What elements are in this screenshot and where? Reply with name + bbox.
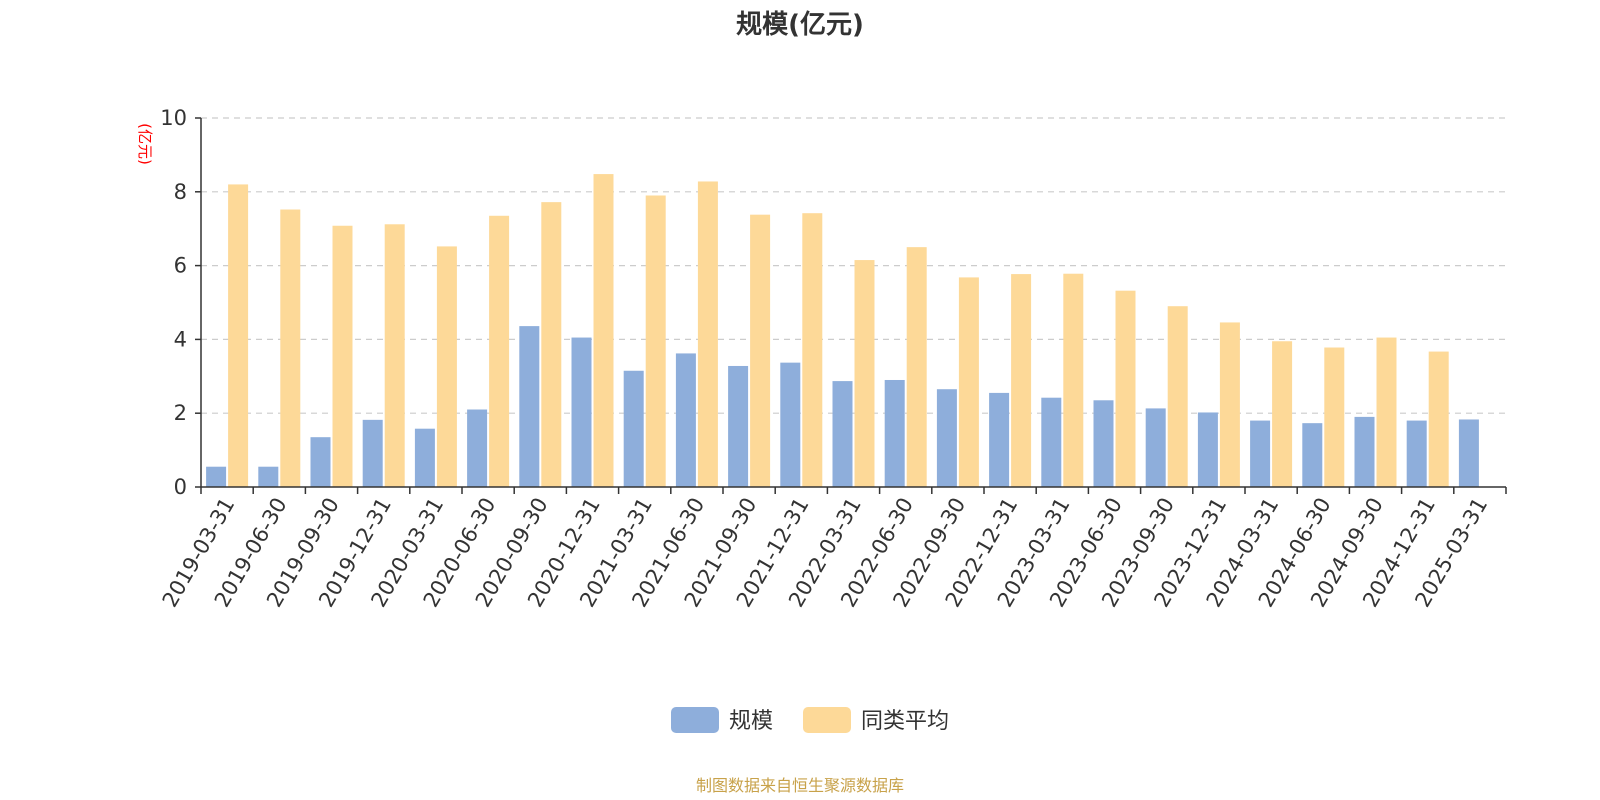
bar-peer-average-2019-06-30 bbox=[280, 209, 301, 487]
bar-scale-2023-12-31 bbox=[1197, 412, 1218, 487]
bar-peer-average-2024-03-31 bbox=[1272, 341, 1293, 487]
y-tick-label: 8 bbox=[174, 180, 187, 204]
bar-peer-average-2020-09-30 bbox=[541, 202, 562, 487]
y-tick-label: 2 bbox=[174, 401, 187, 425]
bar-scale-2021-06-30 bbox=[675, 353, 696, 487]
bar-scale-2022-06-30 bbox=[884, 379, 905, 487]
bars bbox=[206, 174, 1479, 488]
bar-peer-average-2021-03-31 bbox=[645, 195, 666, 488]
bar-scale-2019-06-30 bbox=[258, 466, 279, 487]
bar-peer-average-2024-09-30 bbox=[1376, 337, 1397, 487]
axes: 02468102019-03-312019-06-302019-09-30201… bbox=[158, 106, 1507, 611]
bar-peer-average-2022-03-31 bbox=[854, 260, 875, 487]
bar-scale-2019-03-31 bbox=[206, 466, 227, 487]
y-tick-label: 10 bbox=[160, 106, 187, 130]
y-axis-label: (亿元) bbox=[136, 123, 154, 165]
bar-scale-2023-03-31 bbox=[1041, 397, 1062, 487]
bar-peer-average-2022-12-31 bbox=[1011, 274, 1032, 487]
legend-label: 同类平均 bbox=[861, 709, 949, 734]
bar-peer-average-2024-06-30 bbox=[1324, 347, 1345, 487]
legend-swatch bbox=[803, 707, 851, 733]
legend-swatch bbox=[671, 707, 719, 733]
bar-peer-average-2019-03-31 bbox=[228, 184, 249, 488]
chart-title: 规模(亿元) bbox=[736, 10, 864, 40]
bar-peer-average-2024-12-31 bbox=[1428, 351, 1449, 487]
y-tick-label: 6 bbox=[174, 254, 187, 278]
bar-peer-average-2023-12-31 bbox=[1219, 322, 1240, 487]
bar-peer-average-2020-12-31 bbox=[593, 174, 614, 487]
bar-scale-2022-09-30 bbox=[936, 389, 957, 487]
bar-peer-average-2021-12-31 bbox=[802, 213, 823, 487]
bar-scale-2021-09-30 bbox=[728, 365, 749, 487]
bar-scale-2024-06-30 bbox=[1302, 423, 1323, 487]
legend-label: 规模 bbox=[729, 709, 773, 734]
bar-peer-average-2020-03-31 bbox=[436, 246, 457, 487]
footer-source-note: 制图数据来自恒生聚源数据库 bbox=[696, 776, 904, 795]
bar-scale-2025-03-31 bbox=[1458, 419, 1479, 487]
y-tick-label: 0 bbox=[174, 475, 187, 499]
bar-scale-2019-09-30 bbox=[310, 437, 331, 487]
bar-scale-2020-06-30 bbox=[467, 409, 488, 487]
bar-scale-2020-09-30 bbox=[519, 326, 540, 487]
bar-scale-2020-12-31 bbox=[571, 337, 592, 487]
grid-lines bbox=[201, 117, 1506, 414]
legend: 规模 同类平均 bbox=[671, 707, 949, 734]
bar-peer-average-2023-09-30 bbox=[1167, 306, 1188, 487]
bar-scale-2024-12-31 bbox=[1406, 420, 1427, 487]
bar-peer-average-2021-06-30 bbox=[697, 181, 718, 487]
bar-scale-2021-03-31 bbox=[623, 370, 644, 487]
bar-scale-2023-06-30 bbox=[1093, 400, 1114, 487]
bar-peer-average-2019-12-31 bbox=[384, 224, 405, 487]
bar-peer-average-2023-06-30 bbox=[1115, 290, 1136, 487]
bar-scale-2024-03-31 bbox=[1250, 420, 1271, 487]
bar-peer-average-2023-03-31 bbox=[1063, 273, 1084, 487]
bar-peer-average-2021-09-30 bbox=[750, 214, 771, 488]
bar-scale-2020-03-31 bbox=[414, 428, 435, 487]
bar-peer-average-2020-06-30 bbox=[489, 215, 510, 487]
bar-peer-average-2022-06-30 bbox=[906, 247, 927, 487]
bar-peer-average-2019-09-30 bbox=[332, 225, 353, 488]
bar-scale-2022-03-31 bbox=[832, 381, 853, 487]
bar-scale-2024-09-30 bbox=[1354, 416, 1375, 487]
bar-scale-2021-12-31 bbox=[780, 362, 801, 487]
y-tick-label: 4 bbox=[174, 327, 187, 351]
bar-scale-2019-12-31 bbox=[362, 419, 383, 487]
bar-peer-average-2022-09-30 bbox=[958, 277, 979, 487]
bar-scale-2023-09-30 bbox=[1145, 408, 1166, 487]
bar-scale-2022-12-31 bbox=[989, 392, 1010, 487]
